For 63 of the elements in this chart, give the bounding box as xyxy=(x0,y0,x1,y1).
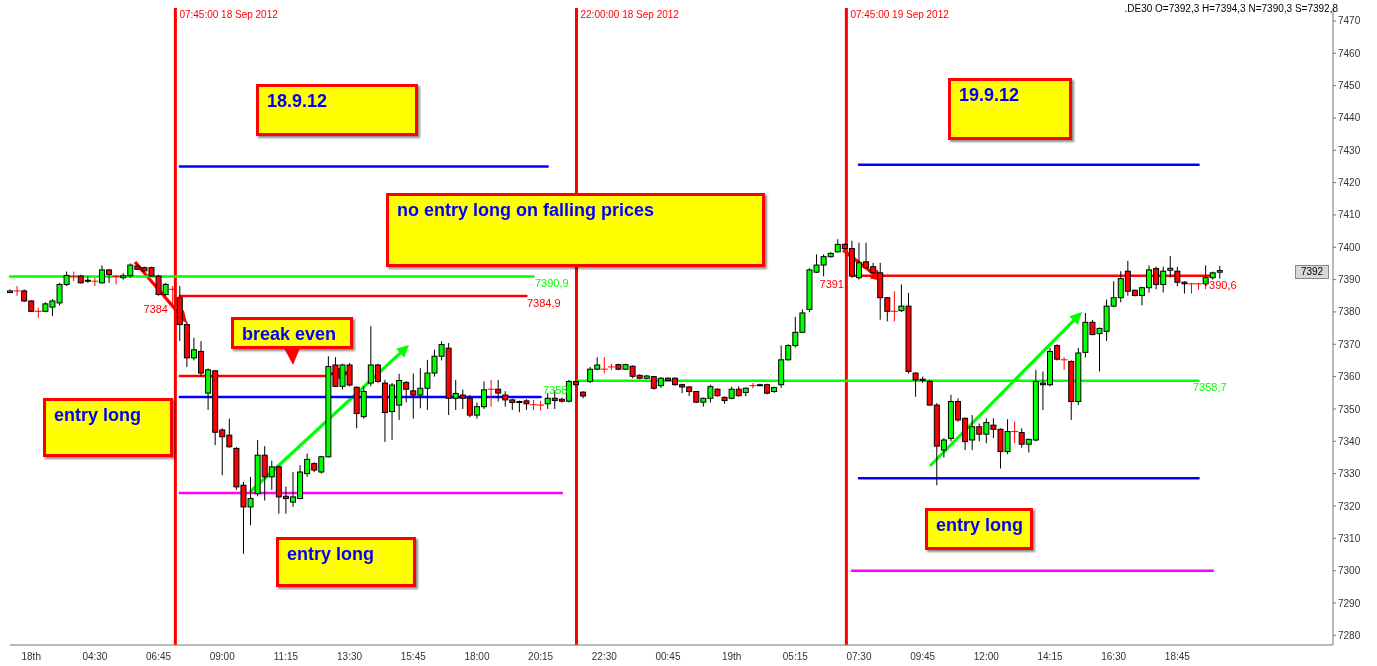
annotation: 7384 xyxy=(143,303,168,315)
x-tick-label: 20:15 xyxy=(528,651,554,663)
y-tick-label: 7300 xyxy=(1338,565,1361,577)
x-tick-label: 11:15 xyxy=(273,651,299,663)
y-tick-label: 7340 xyxy=(1338,435,1361,447)
x-tick-label: 18:00 xyxy=(464,651,490,663)
y-tick-label: 7430 xyxy=(1338,144,1361,156)
y-tick-label: 7400 xyxy=(1338,241,1361,253)
y-tick-label: 7350 xyxy=(1338,403,1361,415)
y-tick-label: 7460 xyxy=(1338,47,1361,59)
annotation: 07:45:00 18 Sep 2012 xyxy=(179,9,279,20)
x-tick-label: 13:30 xyxy=(337,651,363,663)
candlestick xyxy=(1167,255,1174,279)
annotation: 7384,9 xyxy=(527,297,561,309)
callout-box: break even xyxy=(231,317,353,349)
candlestick xyxy=(1010,421,1019,444)
annotation: 7390,6 xyxy=(1203,279,1237,291)
candlestick xyxy=(112,274,121,285)
x-tick-label: 18th xyxy=(21,651,41,663)
y-tick-label: 7380 xyxy=(1338,306,1361,318)
annotation: 7392 xyxy=(1295,265,1329,280)
callout-box: entry long xyxy=(925,508,1033,550)
callout-box: 19.9.12 xyxy=(948,78,1072,140)
y-tick-label: 7280 xyxy=(1338,629,1361,641)
y-tick-label: 7290 xyxy=(1338,597,1361,609)
y-tick-label: 7320 xyxy=(1338,500,1361,512)
x-tick-label: 18:45 xyxy=(1164,651,1191,663)
callout-box: no entry long on falling prices xyxy=(386,193,765,267)
x-tick-label: 05:15 xyxy=(782,651,809,663)
x-tick-label: 09:00 xyxy=(209,651,236,663)
callout-box: entry long xyxy=(43,398,173,457)
annotation: .DE30 O=7392,3 H=7394,3 N=7390,3 S=7392,8 xyxy=(1123,3,1338,14)
x-tick-label: 19th xyxy=(721,651,742,663)
y-tick-label: 7450 xyxy=(1338,80,1361,92)
callout-box: entry long xyxy=(276,537,416,587)
y-tick-label: 7310 xyxy=(1338,532,1361,544)
y-tick-label: 7330 xyxy=(1338,468,1361,480)
x-tick-label: 00:45 xyxy=(655,651,681,663)
y-tick-label: 7360 xyxy=(1338,371,1361,383)
x-tick-label: 09:45 xyxy=(910,651,936,663)
y-tick-label: 7370 xyxy=(1338,338,1361,350)
annotation: 7391 xyxy=(819,278,844,290)
y-tick-label: 7470 xyxy=(1338,15,1361,27)
candlestick xyxy=(600,356,609,374)
y-tick-label: 7420 xyxy=(1338,177,1361,189)
x-tick-label: 12:00 xyxy=(973,651,1000,663)
x-tick-label: 16:30 xyxy=(1101,651,1127,663)
candlestick xyxy=(90,277,99,287)
x-tick-label: 22:30 xyxy=(591,651,618,663)
y-tick-label: 7390 xyxy=(1338,274,1361,286)
annotation: 07:45:00 19 Sep 2012 xyxy=(850,9,950,20)
x-tick-label: 14:15 xyxy=(1037,651,1063,663)
x-tick-label: 04:30 xyxy=(82,651,108,663)
annotation: 22:00:00 18 Sep 2012 xyxy=(580,9,680,20)
x-tick-label: 06:45 xyxy=(146,651,172,663)
candlestick xyxy=(748,382,757,389)
y-tick-label: 7440 xyxy=(1338,112,1361,124)
annotation: 7358,7 xyxy=(1193,381,1227,393)
y-tick-label: 7410 xyxy=(1338,209,1361,221)
callout-box: 18.9.12 xyxy=(256,84,418,136)
annotation: 7390,9 xyxy=(535,277,569,289)
x-tick-label: 07:30 xyxy=(846,651,872,663)
x-tick-label: 15:45 xyxy=(400,651,427,663)
